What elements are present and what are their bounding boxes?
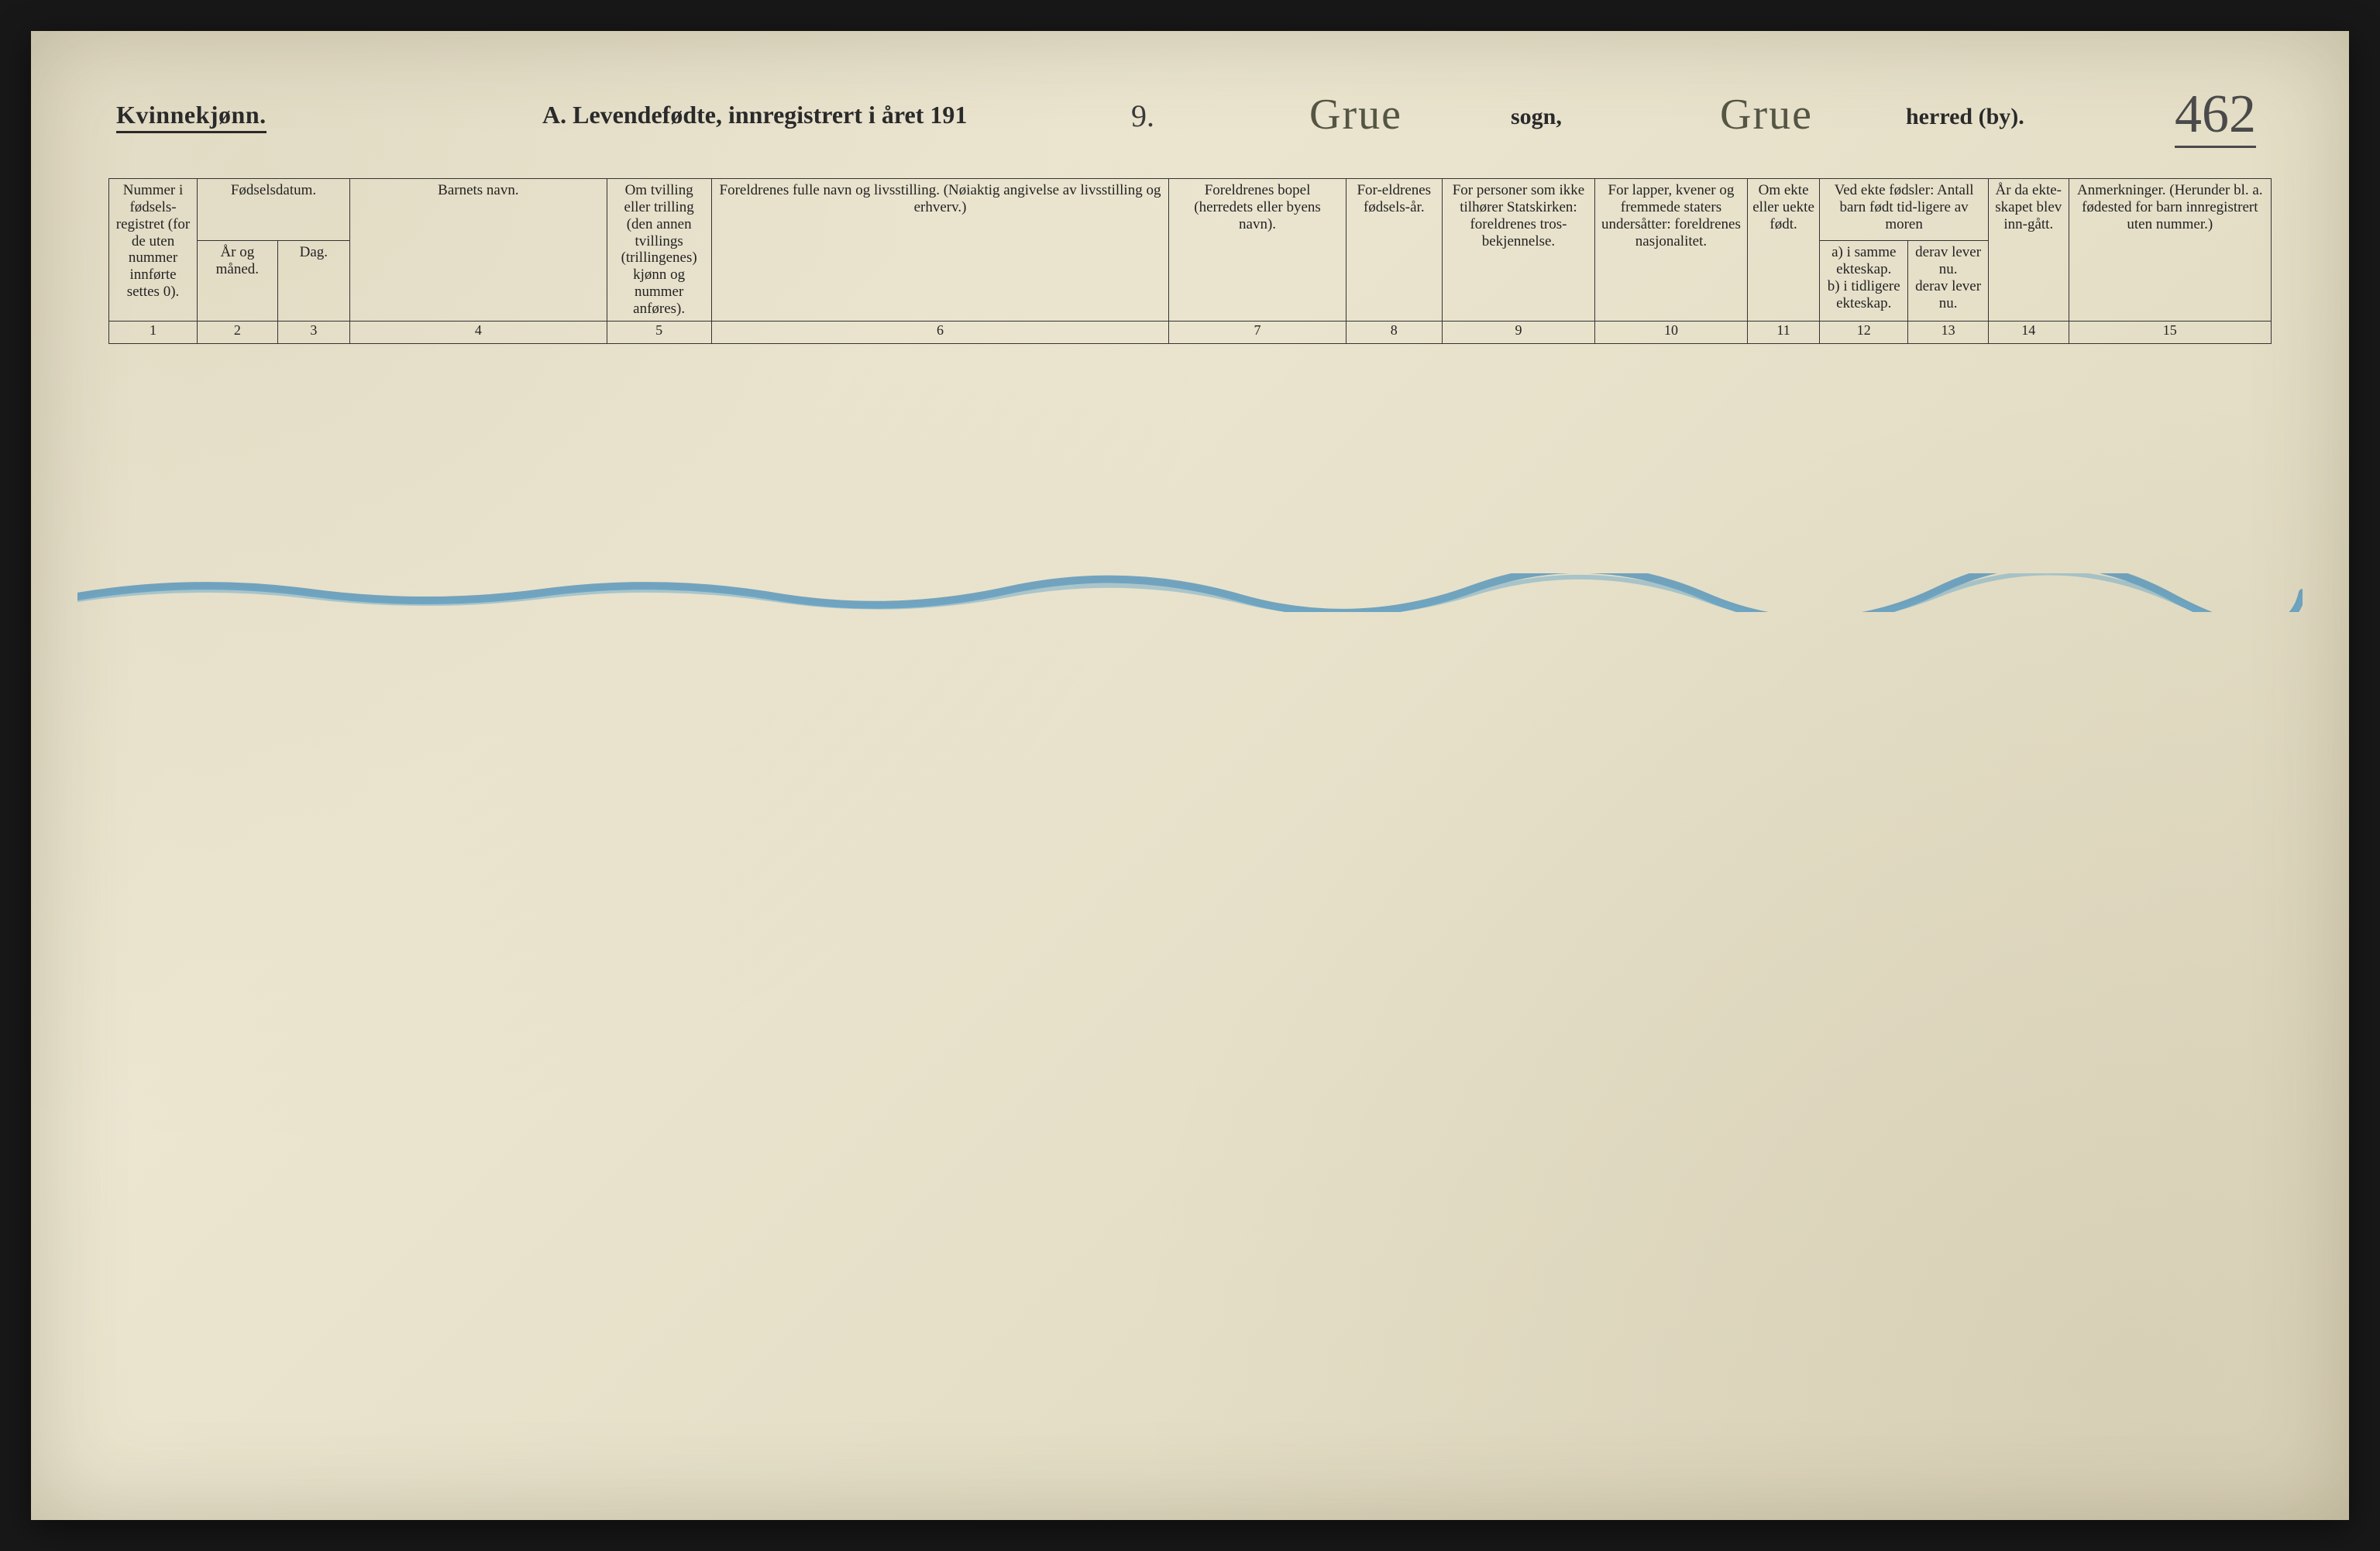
col-2-3-group: Fødselsdatum.	[198, 179, 350, 241]
colnum: 13	[1908, 321, 1989, 343]
scanned-page: Kvinnekjønn. A. Levendefødte, innregistr…	[31, 31, 2349, 1520]
col-2-header: År og måned.	[198, 241, 278, 322]
col-10-header: For lapper, kvener og fremmede staters u…	[1594, 179, 1747, 322]
colnum: 14	[1988, 321, 2069, 343]
col-13b: derav lever nu.	[1915, 278, 1981, 311]
colnum: 5	[607, 321, 711, 343]
colnum: 4	[350, 321, 607, 343]
colnum: 15	[2069, 321, 2271, 343]
form-title: A. Levendefødte, innregistrert i året 19…	[542, 101, 967, 129]
colnum: 9	[1442, 321, 1594, 343]
col-5-header: Om tvilling eller trilling (den annen tv…	[607, 179, 711, 322]
herred-label: herred (by).	[1906, 104, 2024, 130]
col-3-header: Dag.	[277, 241, 349, 322]
col-8-header: For-eldrenes fødsels-år.	[1346, 179, 1442, 322]
col-15-header: Anmerkninger. (Herunder bl. a. fødested …	[2069, 179, 2271, 322]
col-7-header: Foreldrenes bopel (herredets eller byens…	[1169, 179, 1346, 322]
col-13a: derav lever nu.	[1915, 244, 1981, 277]
colnum: 12	[1820, 321, 1908, 343]
sogn-label: sogn,	[1511, 104, 1562, 130]
herred-name: Grue	[1720, 90, 1813, 139]
column-numbers-row: 1 2 3 4 5 6 7 8 9 10 11 12 13 14 15	[109, 321, 2272, 343]
col-4-header: Barnets navn.	[350, 179, 607, 322]
col-12-header: a) i samme ekteskap. b) i tidligere ekte…	[1820, 241, 1908, 322]
col-12b: b) i tidligere ekteskap.	[1828, 278, 1900, 311]
colnum: 2	[198, 321, 278, 343]
year-handwritten: 9.	[1131, 98, 1154, 134]
col-1-header: Nummer i fødsels-registret (for de uten …	[109, 179, 198, 322]
colnum: 7	[1169, 321, 1346, 343]
col-13-header: derav lever nu. derav lever nu.	[1908, 241, 1989, 322]
gender-label: Kvinnekjønn.	[116, 101, 267, 133]
col-14-header: År da ekte-skapet blev inn-gått.	[1988, 179, 2069, 322]
col-11-header: Om ekte eller uekte født.	[1747, 179, 1819, 322]
page-number: 462	[2175, 84, 2256, 148]
colnum: 10	[1594, 321, 1747, 343]
colnum: 3	[277, 321, 349, 343]
sogn-name: Grue	[1309, 90, 1402, 139]
colnum: 1	[109, 321, 198, 343]
col-6-header: Foreldrenes fulle navn og livsstilling. …	[711, 179, 1169, 322]
col-12-13-group: Ved ekte fødsler: Antall barn født tid-l…	[1820, 179, 1989, 241]
blue-annotation-streak	[77, 573, 2303, 612]
colnum: 11	[1747, 321, 1819, 343]
table-head: Nummer i fødsels-registret (for de uten …	[109, 179, 2272, 344]
page-header: Kvinnekjønn. A. Levendefødte, innregistr…	[108, 93, 2272, 155]
col-12a: a) i samme ekteskap.	[1831, 244, 1896, 277]
colnum: 6	[711, 321, 1169, 343]
ledger-table: Nummer i fødsels-registret (for de uten …	[108, 178, 2272, 344]
colnum: 8	[1346, 321, 1442, 343]
col-9-header: For personer som ikke tilhører Statskirk…	[1442, 179, 1594, 322]
